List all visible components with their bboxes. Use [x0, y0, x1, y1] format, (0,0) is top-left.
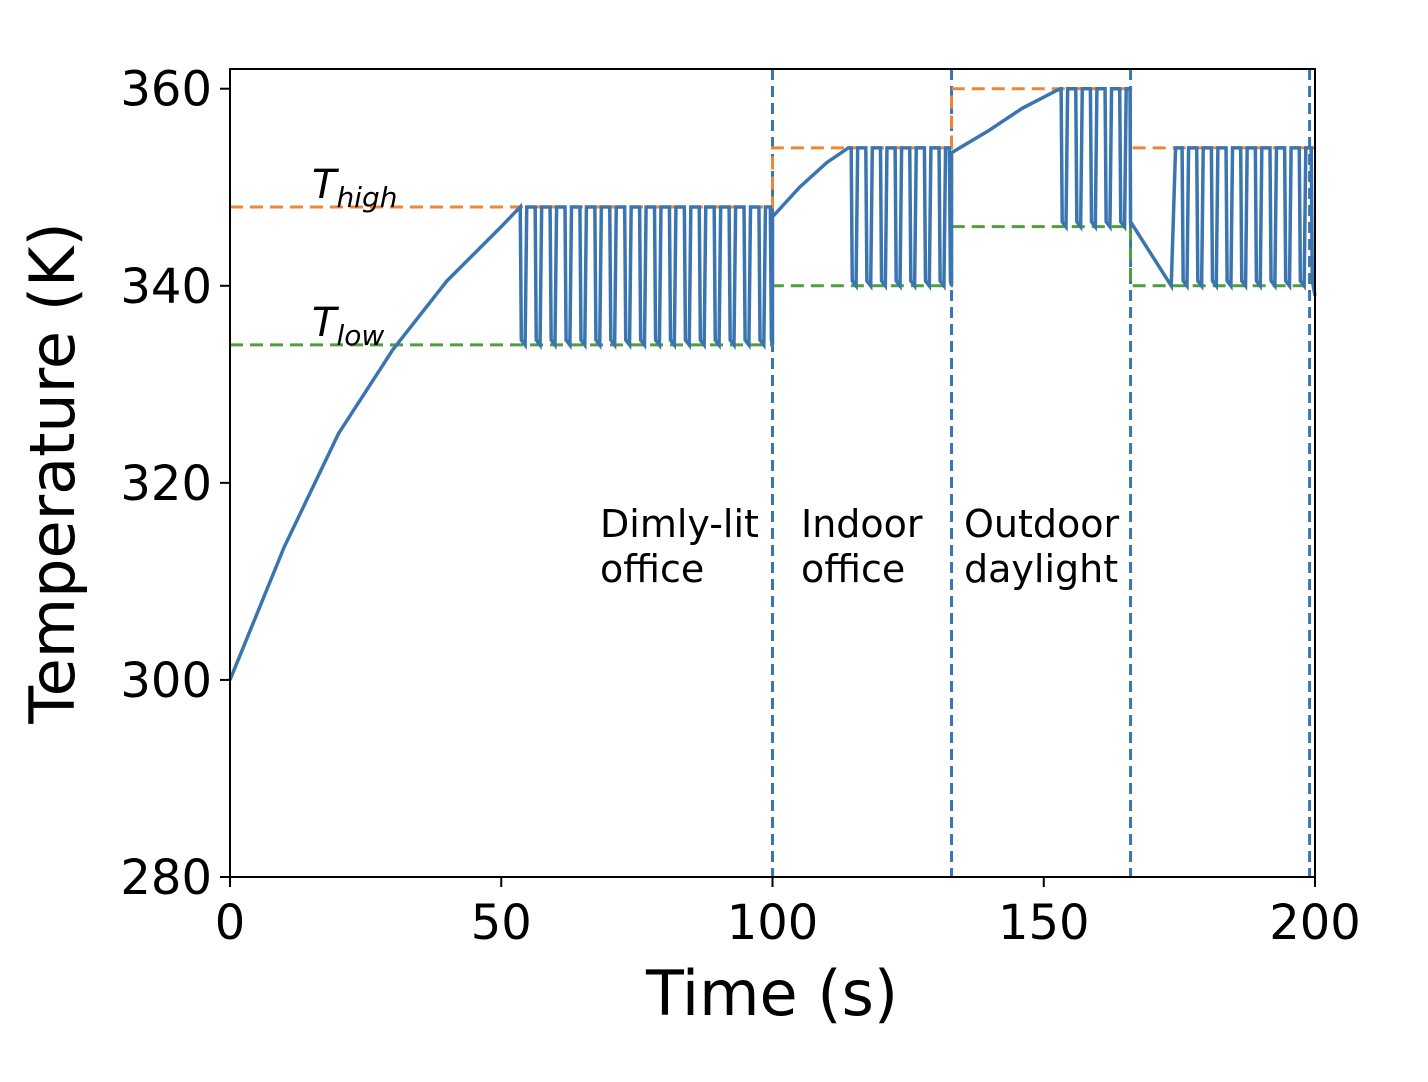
threshold-label: Thigh	[312, 162, 397, 214]
x-tick-label: 0	[215, 895, 246, 951]
temperature-line	[228, 86, 1317, 681]
y-tick-label: 340	[120, 259, 212, 315]
x-tick-label: 150	[998, 895, 1090, 951]
x-tick-label: 200	[1269, 895, 1361, 951]
threshold-symbol: T	[312, 300, 340, 346]
region-label: daylight	[964, 547, 1118, 591]
y-tick-label: 280	[120, 850, 212, 906]
plot-frame	[229, 68, 1316, 878]
y-tick-label: 320	[120, 456, 212, 512]
y-axis-label: Temperature (K)	[16, 222, 89, 724]
region-label: office	[801, 547, 905, 591]
y-tick-label: 360	[120, 62, 212, 118]
y-tick-label: 300	[120, 653, 212, 709]
x-tick-label: 100	[727, 895, 819, 951]
region-label: Dimly-lit	[600, 502, 759, 546]
region-label: Outdoor	[964, 502, 1120, 546]
threshold-subscript: low	[336, 319, 384, 352]
x-tick-label: 50	[471, 895, 532, 951]
region-label: office	[600, 547, 704, 591]
threshold-symbol: T	[312, 162, 340, 208]
threshold-label: Tlow	[312, 300, 384, 352]
region-label: Indoor	[801, 502, 923, 546]
threshold-subscript: high	[336, 181, 397, 214]
x-axis-label: Time (s)	[645, 957, 898, 1030]
